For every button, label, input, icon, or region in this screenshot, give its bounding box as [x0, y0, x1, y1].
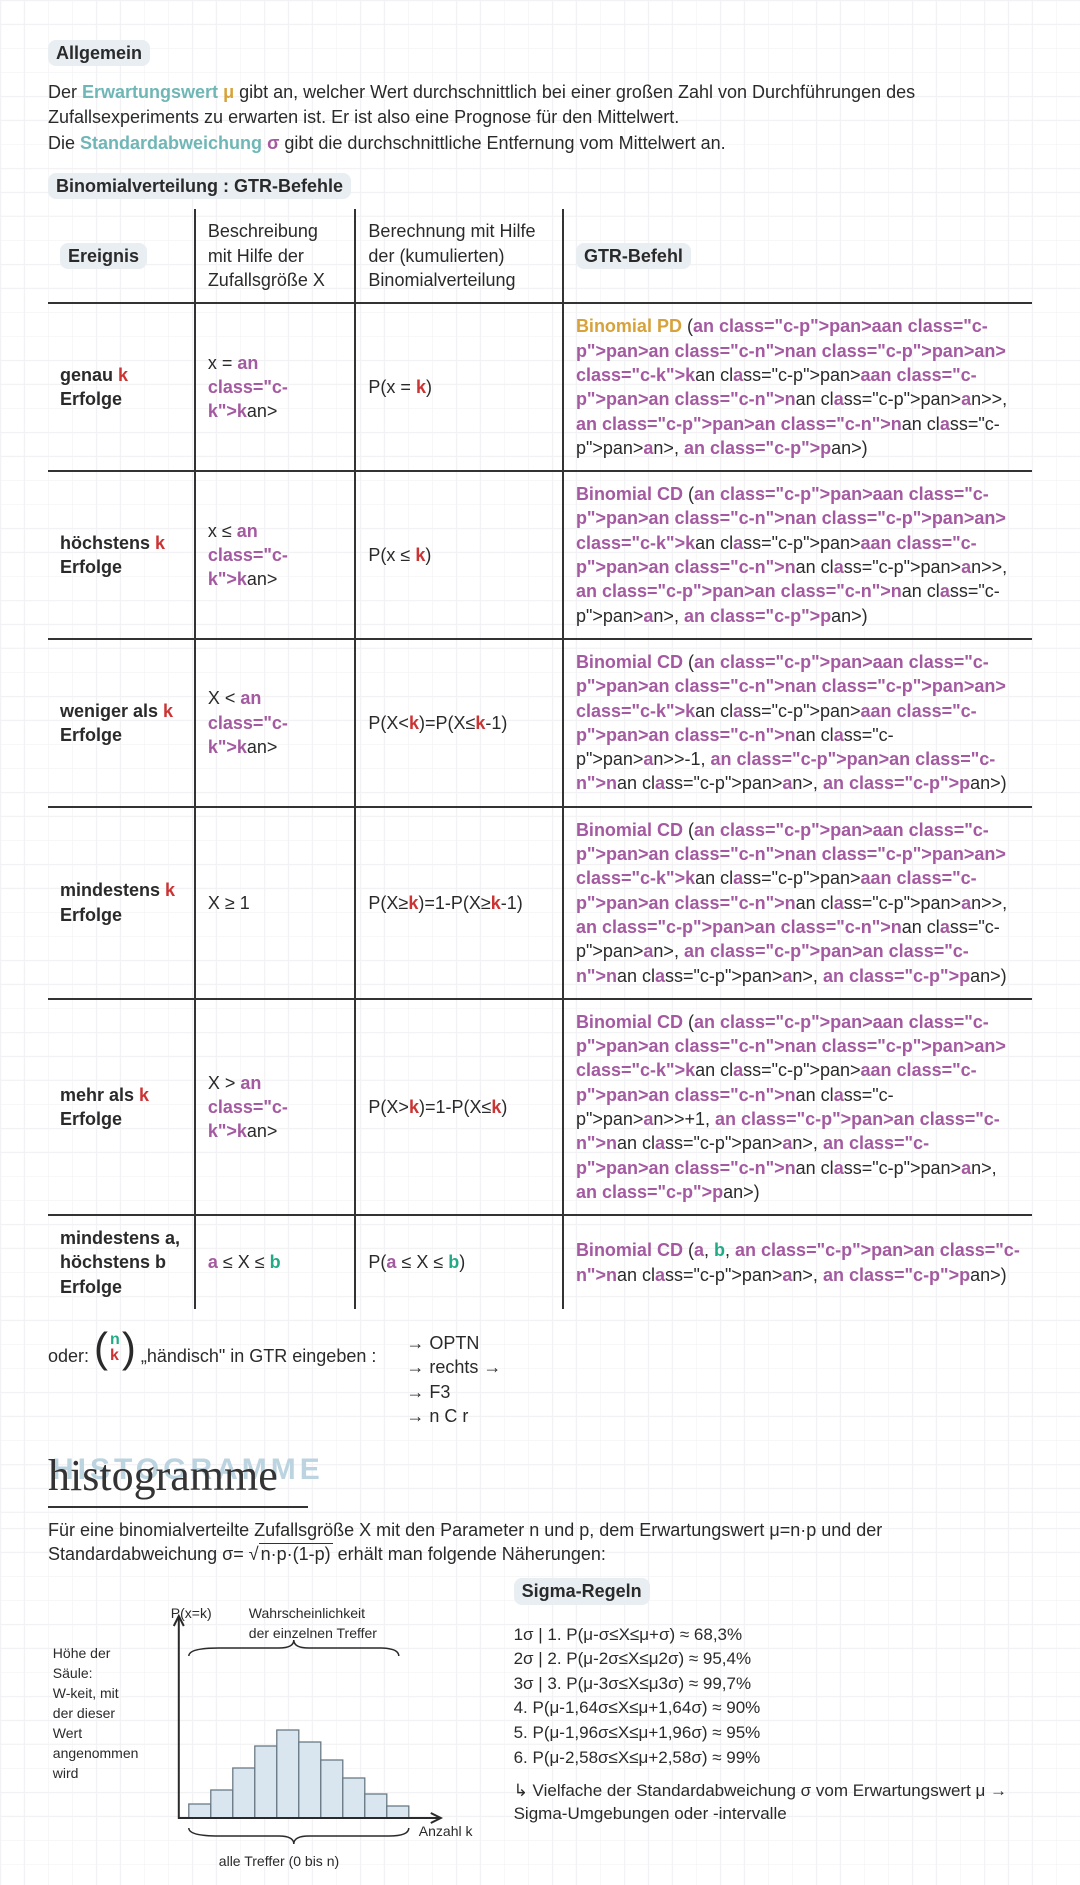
intro-text: Der: [48, 82, 82, 102]
table-row: mindestens a, höchstens b Er­folgea ≤ X …: [48, 1215, 1032, 1309]
histogramme-title: HISTOGRAMME histogramme: [48, 1446, 1032, 1505]
histogram-chart: Höhe der Säule: W-keit, mit der dieser Wert a…: [48, 1578, 490, 1878]
binomial-coefficient: ( n k ): [94, 1331, 136, 1365]
histo-intro-text: erhält man folgende Näherungen:: [338, 1544, 606, 1564]
svg-text:alle Treffer (0 bis n): alle Treffer (0 bis n): [219, 1853, 339, 1869]
title-script: histogramme: [48, 1451, 278, 1500]
table-row: genau k Erfolgex = an class="c-k">kan>P(…: [48, 303, 1032, 471]
svg-text:der einzelnen Treffer: der einzelnen Treffer: [249, 1625, 377, 1641]
sigma-rules: 1σ | 1. P(μ-σ≤X≤μ+σ) ≈ 68,3%2σ | 2. P(μ-…: [514, 1623, 1032, 1771]
oder-label: oder:: [48, 1346, 94, 1366]
sigma-note: ↳ Vielfache der Standardabweichung σ vom…: [514, 1780, 1032, 1826]
sqrt-expr: n·p·(1-p): [259, 1543, 333, 1564]
oder-block: oder: ( n k ) „händisch" in GTR eingeben…: [48, 1331, 1032, 1428]
sigma-rule: 5. P(μ-1,96σ≤X≤μ+1,96σ) ≈ 95%: [514, 1721, 1032, 1746]
svg-text:Anzahl k: Anzahl k: [419, 1823, 474, 1839]
sigma-rule: 6. P(μ-2,58σ≤X≤μ+2,58σ) ≈ 99%: [514, 1746, 1032, 1771]
sigma-rule: 1σ | 1. P(μ-σ≤X≤μ+σ) ≈ 68,3%: [514, 1623, 1032, 1648]
sigma-rule: 2σ | 2. P(μ-2σ≤X≤μ2σ) ≈ 95,4%: [514, 1647, 1032, 1672]
intro-text: gibt die durchschnittliche Entfernung vo…: [284, 133, 725, 153]
sigma-rule: 3σ | 3. P(μ-3σ≤X≤μ3σ) ≈ 99,7%: [514, 1672, 1032, 1697]
svg-text:Höhe der: Höhe der: [53, 1645, 111, 1661]
table-row: höchstens k Erfolgex ≤ an class="c-k">ka…: [48, 471, 1032, 639]
svg-text:ange­nommen: ange­nommen: [53, 1745, 139, 1761]
binom-n: n: [110, 1332, 120, 1348]
gtr-step: → rechts →: [406, 1355, 501, 1379]
term-mu: μ: [223, 82, 239, 102]
svg-text:wird: wird: [52, 1765, 79, 1781]
col-header: Berechnung mit Hil­fe der (kumulierten) …: [368, 221, 535, 290]
oder-label: „händisch" in GTR eingeben :: [141, 1346, 377, 1366]
table-row: weniger als k Er­folgeX < an class="c-k"…: [48, 639, 1032, 807]
term-standardabweichung: Standardabweichung: [80, 133, 262, 153]
svg-text:der dieser: der dieser: [53, 1705, 116, 1721]
section-title-allgemein: Allgemein: [48, 40, 150, 66]
svg-text:Wert: Wert: [53, 1725, 82, 1741]
table-header-row: Ereignis Beschreibung mit Hilfe der Zufa…: [48, 209, 1032, 303]
gtr-step: → OPTN: [406, 1331, 501, 1355]
intro-text: Die: [48, 133, 80, 153]
gtr-step: → F3: [406, 1380, 501, 1404]
binom-k: k: [110, 1348, 120, 1364]
table-row: mehr als k ErfolgeX > an class="c-k">kan…: [48, 999, 1032, 1215]
term-erwartungswert: Erwartungswert: [82, 82, 218, 102]
table-row: mindestens k ErfolgeX ≥ 1P(X≥k)=1-P(X≥k-…: [48, 807, 1032, 999]
col-header: GTR-Befehl: [576, 243, 691, 269]
gtr-table: Ereignis Beschreibung mit Hilfe der Zufa…: [48, 209, 1032, 1309]
term-sigma: σ: [267, 133, 284, 153]
gtr-steps: → OPTN→ rechts →→ F3→ n C r: [406, 1331, 501, 1428]
sigma-rule: 4. P(μ-1,64σ≤X≤μ+1,64σ) ≈ 90%: [514, 1696, 1032, 1721]
histo-intro: Für eine binomialverteilte Zufallsgröße …: [48, 1518, 1032, 1567]
sigma-title: Sigma-Regeln: [514, 1578, 650, 1604]
section-title-binomial: Binomialverteilung : GTR-Befehle: [48, 173, 351, 199]
col-header: Ereignis: [60, 243, 147, 269]
gtr-step: → n C r: [406, 1404, 501, 1428]
intro-block: Der Erwartungswert μ gibt an, welcher We…: [48, 80, 1032, 155]
svg-text:Wahrscheinlichkeit: Wahrscheinlichkeit: [249, 1605, 365, 1621]
svg-text:W-keit, mit: W-keit, mit: [53, 1685, 119, 1701]
svg-text:Säule:: Säule:: [53, 1665, 93, 1681]
col-header: Beschreibung mit Hilfe der Zufalls­größe…: [208, 221, 325, 290]
